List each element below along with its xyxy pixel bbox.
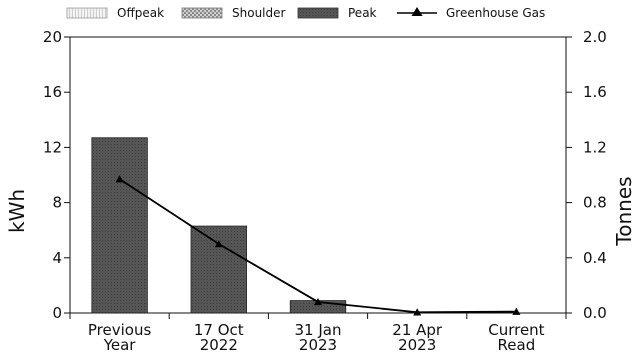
y-tick-label: 20 <box>43 28 62 46</box>
legend-label-greenhouse-gas: Greenhouse Gas <box>446 6 545 20</box>
x-tick-label: 17 Oct <box>194 321 244 339</box>
y-axis-title: kWh <box>5 189 29 233</box>
x-tick-label: 2022 <box>200 336 238 354</box>
x-tick-label: 2023 <box>398 336 436 354</box>
greenhouse-gas-line <box>119 178 517 314</box>
greenhouse-gas-series <box>115 175 521 316</box>
greenhouse-gas-point <box>413 308 422 316</box>
y-tick-label: 0 <box>52 304 62 322</box>
greenhouse-gas-point <box>214 240 223 248</box>
y2-tick-label: 0.8 <box>583 194 607 212</box>
legend-label-offpeak: Offpeak <box>117 6 164 20</box>
legend-label-shoulder: Shoulder <box>232 6 286 20</box>
legend-label-peak: Peak <box>348 6 377 20</box>
y2-tick-label: 1.6 <box>583 83 607 101</box>
y2-axis-title: Tonnes <box>612 176 634 246</box>
y2-tick-label: 0.0 <box>583 304 607 322</box>
y-tick-label: 8 <box>52 194 62 212</box>
bar-peak <box>190 225 247 314</box>
x-tick-label: Current <box>488 321 544 339</box>
x-tick-label: 21 Apr <box>392 321 443 339</box>
greenhouse-gas-point <box>314 297 322 306</box>
legend-swatch-peak <box>297 7 339 19</box>
bar-peak <box>91 137 148 314</box>
greenhouse-gas-point <box>512 307 521 315</box>
x-tick-label: 2023 <box>299 336 337 354</box>
x-tick-label: 31 Jan <box>295 321 342 339</box>
y2-tick-label: 1.2 <box>583 138 607 156</box>
chart-legend: Offpeak Shoulder Peak Greenhouse Gas <box>66 6 545 20</box>
legend-marker-greenhouse-gas <box>411 7 423 16</box>
chart-bars <box>91 137 347 314</box>
y-tick-label: 4 <box>52 249 62 267</box>
legend-swatch-shoulder <box>181 7 223 19</box>
y-tick-label: 16 <box>43 83 62 101</box>
y2-tick-label: 0.4 <box>583 249 607 267</box>
x-tick-label: Previous <box>88 321 152 339</box>
legend-swatch-offpeak <box>66 7 108 19</box>
chart-axes: 0 4 8 12 16 20 0.0 0.4 0.8 1.2 1.6 2.0 <box>43 28 607 322</box>
x-tick-label: Year <box>103 336 137 354</box>
y2-tick-label: 2.0 <box>583 28 607 46</box>
y-tick-label: 12 <box>43 138 62 156</box>
greenhouse-gas-point <box>115 175 124 183</box>
x-tick-label: Read <box>498 336 536 354</box>
